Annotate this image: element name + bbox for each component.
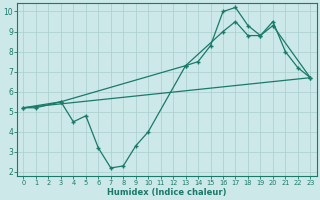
X-axis label: Humidex (Indice chaleur): Humidex (Indice chaleur)	[107, 188, 227, 197]
